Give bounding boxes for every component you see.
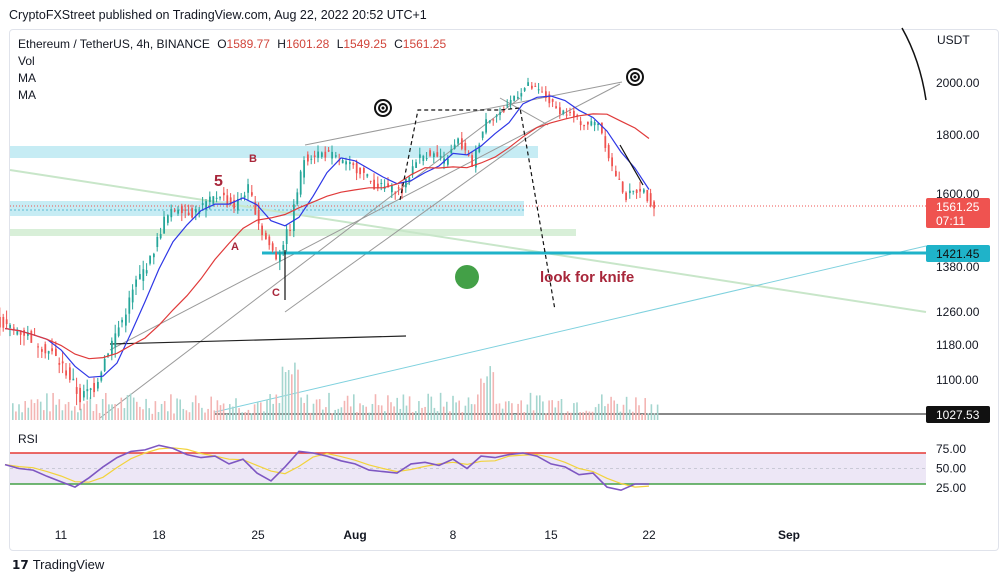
indicator-ma-1[interactable]: MA [18, 71, 36, 85]
open-label: O [217, 37, 227, 51]
low-label: L [336, 37, 344, 51]
indicator-vol[interactable]: Vol [18, 54, 35, 68]
currency-label: USDT [937, 33, 970, 47]
candle-body [5, 319, 8, 325]
chart-legend: Ethereum / TetherUS, 4h, BINANCE O1589.7… [18, 36, 446, 104]
low-value: 1549.25 [343, 37, 387, 51]
open-value: 1589.77 [226, 37, 270, 51]
tradingview-brand: TradingView [32, 557, 105, 572]
published-by-text: CryptoFXStreet published on TradingView.… [9, 8, 427, 22]
high-value: 1601.28 [285, 37, 330, 51]
candle-body [2, 316, 5, 328]
high-label: H [277, 37, 286, 51]
close-label: C [394, 37, 403, 51]
symbol-row: Ethereum / TetherUS, 4h, BINANCE O1589.7… [18, 36, 446, 53]
candle-body [0, 316, 1, 328]
chart-frame[interactable] [9, 29, 999, 551]
indicator-ma-2[interactable]: MA [18, 88, 36, 102]
close-value: 1561.25 [402, 37, 447, 51]
tradingview-logo[interactable]: 17 TradingView [12, 557, 104, 572]
symbol-name[interactable]: Ethereum / TetherUS, 4h, BINANCE [18, 37, 210, 51]
tradingview-logo-icon: 17 [12, 557, 29, 572]
